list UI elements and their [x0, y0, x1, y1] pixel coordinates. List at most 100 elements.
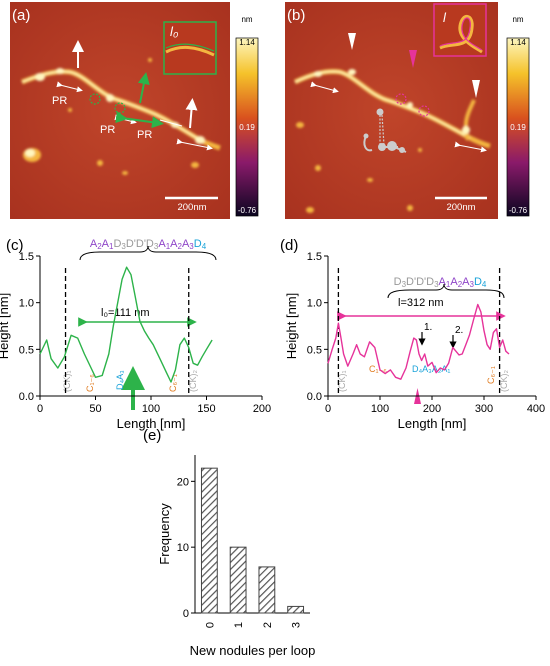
y-tick-label: 20 [177, 476, 189, 488]
arrow-up-white [185, 98, 198, 129]
nodule-circle [395, 93, 407, 105]
x-tick-label: 50 [89, 403, 101, 415]
x-tick-label: 150 [197, 403, 215, 415]
y-axis-label: Height [nm] [284, 293, 299, 359]
sequence-part: A [450, 276, 458, 288]
arrow-up-green [137, 72, 150, 104]
inset-fibril-a [165, 46, 215, 57]
afm-fibril-b [293, 22, 491, 213]
sequence-label-d: D3D'D'D3A1A2A3D4 [394, 276, 487, 289]
sequence-part: 2 [177, 242, 182, 251]
y-tick-label: 1.5 [19, 251, 34, 263]
annotation-ck2-d: (CK)₂ [499, 370, 509, 392]
panel-label-a: (a) [12, 7, 30, 24]
inset-fibril-b [439, 15, 483, 54]
sequence-label-c: A2A1D3D'D'D3A1A2A3D4 [90, 238, 207, 251]
double-arrow [310, 81, 339, 94]
y-tick-label: 10 [177, 542, 189, 554]
brace-d [387, 283, 505, 299]
y-tick-label: 0.0 [19, 391, 34, 403]
sequence-part: D [474, 276, 482, 288]
x-tick-label: 400 [527, 403, 545, 415]
annotation-c16: C₁₋₆ [85, 374, 95, 392]
sequence-part: 2 [458, 280, 463, 289]
sequence-part: 3 [434, 280, 439, 289]
y-tick-label: 1.5 [307, 251, 322, 263]
sequence-part: 4 [202, 242, 207, 251]
sequence-part: D [113, 238, 121, 250]
arrowhead-white [348, 33, 356, 50]
colorbar-max-a: 1.14 [239, 38, 255, 47]
scalebar-label-a: 200nm [177, 202, 206, 213]
line-chart-c: (c) A2A1D3D'D'D3A1A2A3D4 l₀=111 nm (CK)₁… [0, 237, 271, 431]
x-tick-label: 300 [475, 403, 493, 415]
marker-1: 1. [424, 322, 432, 333]
sequence-part: D'D'D [126, 238, 154, 250]
colorbar-unit-a: nm [241, 15, 252, 24]
sequence-part: 4 [482, 280, 487, 289]
x-tick-label: 0 [325, 403, 331, 415]
sequence-part: A [90, 238, 98, 250]
x-tick-label: 200 [253, 403, 271, 415]
marker-2: 2. [455, 325, 463, 336]
sequence-part: D [194, 238, 202, 250]
y-tick-label: 0.5 [307, 344, 322, 356]
line-chart-d: (d) D3D'D'D3A1A2A3D4 l=312 nm 1. 2. (CK)… [280, 237, 545, 431]
panel-label-b: (b) [287, 7, 305, 24]
sequence-part: D'D'D [406, 276, 434, 288]
arrowhead-magenta [409, 50, 417, 68]
colorbar-mid-b: 0.19 [510, 123, 526, 132]
sequence-part: 1 [109, 242, 114, 251]
series-line [39, 266, 213, 383]
annotation-c61: C₆₋₁ [168, 374, 178, 392]
sequence-part: 1 [166, 242, 171, 251]
x-tick-label: 2 [262, 622, 274, 628]
nodule-circle [418, 105, 430, 117]
sequence-part: A [439, 276, 447, 288]
y-tick-label: 0.0 [307, 391, 322, 403]
x-tick-label: 1 [233, 622, 245, 628]
x-tick-label: 3 [291, 622, 303, 628]
sequence-part: 3 [154, 242, 159, 251]
sequence-part: A [102, 238, 110, 250]
colorbar-b: nm 1.14 0.19 -0.76 [506, 15, 530, 217]
inset-trace-b [439, 17, 483, 51]
pr-label: PR [52, 95, 67, 107]
sequence-part: 3 [121, 242, 126, 251]
x-tick-label: 0 [37, 403, 43, 415]
panel-label-c: (c) [6, 237, 24, 254]
panel-b-image: l 200nm (b) [285, 2, 498, 219]
bar [229, 546, 247, 614]
x-tick-label: 0 [204, 622, 216, 628]
arrowhead-white [472, 80, 480, 98]
inset-trace-a [165, 43, 215, 52]
y-axis-label: Height [nm] [0, 293, 11, 359]
colorbar-a: nm 1.14 0.19 -0.76 [235, 15, 259, 217]
double-arrow [454, 141, 487, 153]
panel-label-d: (d) [280, 237, 298, 254]
annotation-ck1-d: (CK)₁ [337, 370, 347, 392]
x-axis-label: Length [nm] [398, 416, 467, 431]
schematic-diagram [363, 108, 407, 153]
colorbar-gradient-b [506, 37, 530, 217]
panel-a-image: l₀ PR PR PR 200nm (a) [10, 2, 230, 219]
annotation-c61-d: C₆₋₁ [486, 366, 496, 384]
sequence-part: 2 [97, 242, 102, 251]
series-line [327, 303, 510, 380]
y-tick-label: 0 [183, 608, 189, 620]
sequence-part: 1 [446, 280, 451, 289]
sequence-part: A [158, 238, 166, 250]
x-tick-label: 100 [142, 403, 160, 415]
colorbar-min-a: -0.76 [238, 206, 257, 215]
y-tick-label: 1.0 [19, 298, 34, 310]
sequence-part: A [182, 238, 190, 250]
sequence-part: 3 [469, 280, 474, 289]
y-tick-label: 1.0 [307, 298, 322, 310]
scalebar-label-b: 200nm [446, 202, 475, 213]
colorbar-gradient-a [235, 37, 259, 217]
bar [258, 566, 276, 614]
colorbar-max-b: 1.14 [510, 38, 526, 47]
x-tick-label: 100 [371, 403, 389, 415]
annotation-d4a3a2a1: D₄A₃A₂A₁ [412, 364, 450, 374]
